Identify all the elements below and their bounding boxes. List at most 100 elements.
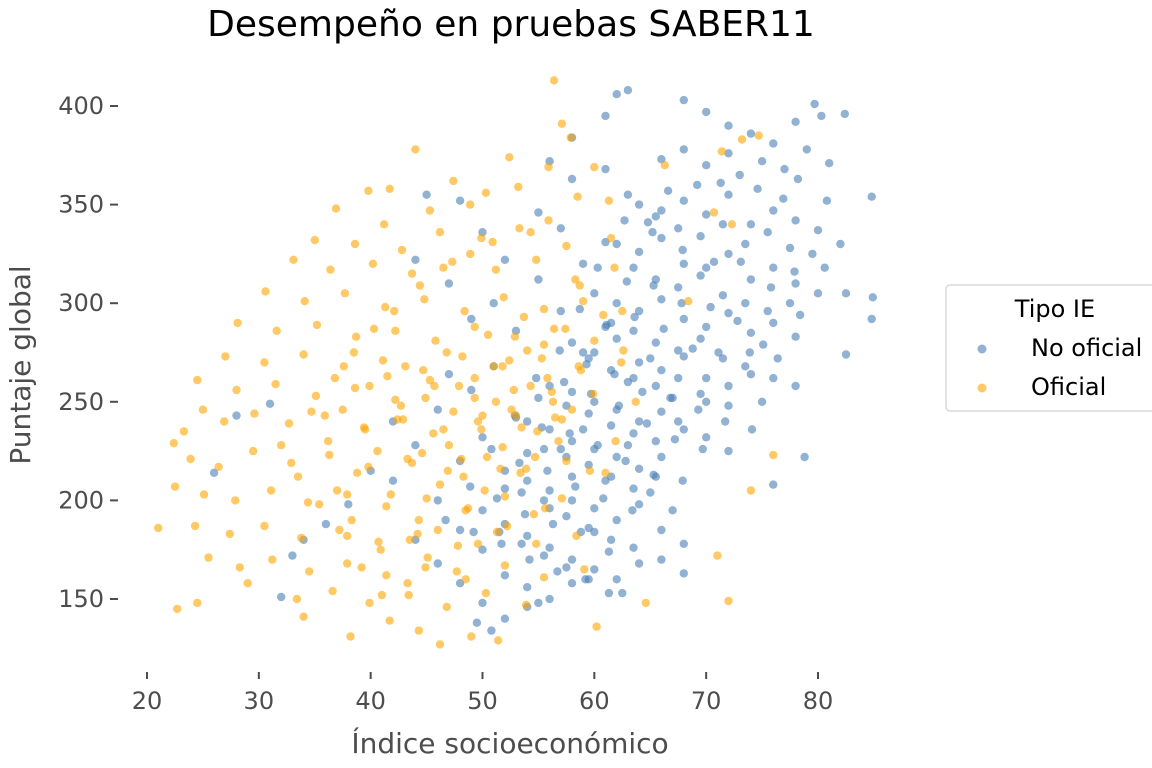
data-point xyxy=(221,352,230,361)
data-point xyxy=(494,636,503,645)
data-point xyxy=(448,257,457,266)
data-point xyxy=(193,375,202,385)
y-tick-label: 300 xyxy=(58,289,104,317)
data-point xyxy=(702,161,711,170)
data-point xyxy=(610,263,619,272)
data-point xyxy=(339,362,348,371)
data-point xyxy=(405,535,414,544)
data-point xyxy=(488,237,497,247)
data-point xyxy=(623,86,633,95)
data-point xyxy=(532,373,541,383)
data-point xyxy=(515,458,524,468)
data-point xyxy=(574,362,583,371)
data-point xyxy=(420,295,429,304)
data-point xyxy=(442,602,451,612)
data-point xyxy=(335,525,344,535)
data-point xyxy=(364,462,373,472)
data-point xyxy=(232,385,241,395)
data-point xyxy=(368,259,378,268)
data-point xyxy=(674,224,683,233)
data-point xyxy=(763,306,772,316)
data-point xyxy=(718,354,728,363)
data-point xyxy=(785,299,795,308)
data-point xyxy=(401,362,410,371)
data-point xyxy=(411,145,420,154)
data-point xyxy=(641,598,650,608)
data-point xyxy=(539,573,549,582)
data-point xyxy=(698,444,707,454)
data-point xyxy=(516,468,525,477)
data-point xyxy=(619,346,628,355)
data-point xyxy=(642,419,652,428)
data-point xyxy=(539,551,549,560)
data-point xyxy=(204,553,213,562)
data-point xyxy=(425,206,435,215)
data-point xyxy=(330,373,340,383)
legend: Tipo IE No oficial Oficial xyxy=(945,284,1152,412)
data-point xyxy=(443,466,452,475)
data-point xyxy=(467,385,476,395)
data-point xyxy=(169,439,178,448)
data-point xyxy=(718,220,728,229)
data-point xyxy=(478,433,487,442)
data-point xyxy=(390,306,399,316)
data-point xyxy=(198,405,208,414)
data-point xyxy=(757,157,767,166)
data-point xyxy=(461,575,470,584)
data-point xyxy=(373,446,382,456)
data-point xyxy=(634,306,644,316)
data-point xyxy=(498,362,507,371)
data-point xyxy=(492,527,502,537)
data-point xyxy=(643,218,653,227)
data-point xyxy=(328,586,337,596)
x-tick-label: 50 xyxy=(467,687,498,715)
data-point xyxy=(800,452,809,462)
data-point xyxy=(702,397,711,406)
data-point xyxy=(592,622,601,631)
data-point xyxy=(590,162,599,172)
data-point xyxy=(567,338,577,347)
data-point xyxy=(724,190,733,199)
data-point xyxy=(209,468,219,477)
data-point xyxy=(433,559,442,568)
y-tick-label: 350 xyxy=(58,191,104,219)
data-point xyxy=(455,525,465,535)
data-point xyxy=(736,257,745,266)
data-point xyxy=(813,289,823,298)
data-point xyxy=(530,452,540,462)
data-point xyxy=(386,490,395,499)
data-point xyxy=(567,387,577,397)
data-point xyxy=(735,170,744,180)
data-point xyxy=(795,310,805,320)
data-point xyxy=(763,228,772,237)
data-point xyxy=(500,484,510,493)
data-point xyxy=(383,372,392,381)
data-point xyxy=(478,598,487,608)
data-point xyxy=(599,310,608,320)
data-point xyxy=(261,287,270,296)
data-point xyxy=(320,411,329,420)
data-point xyxy=(602,320,611,330)
data-point xyxy=(325,450,334,460)
data-point xyxy=(492,494,502,503)
data-point xyxy=(310,235,319,245)
data-point xyxy=(421,563,430,572)
data-point xyxy=(727,220,737,229)
legend-title: Tipo IE xyxy=(1014,295,1095,323)
data-point xyxy=(500,614,510,623)
data-point xyxy=(566,133,575,142)
data-point xyxy=(435,228,445,237)
data-point xyxy=(477,233,486,243)
data-point xyxy=(539,304,549,314)
data-point xyxy=(532,255,541,264)
data-point xyxy=(769,373,778,383)
data-point xyxy=(311,391,321,401)
data-point xyxy=(268,555,277,564)
data-point xyxy=(231,496,240,505)
data-point xyxy=(679,425,688,434)
data-point xyxy=(505,153,514,162)
data-point xyxy=(344,500,353,509)
data-point xyxy=(549,76,559,85)
data-point xyxy=(599,494,608,503)
